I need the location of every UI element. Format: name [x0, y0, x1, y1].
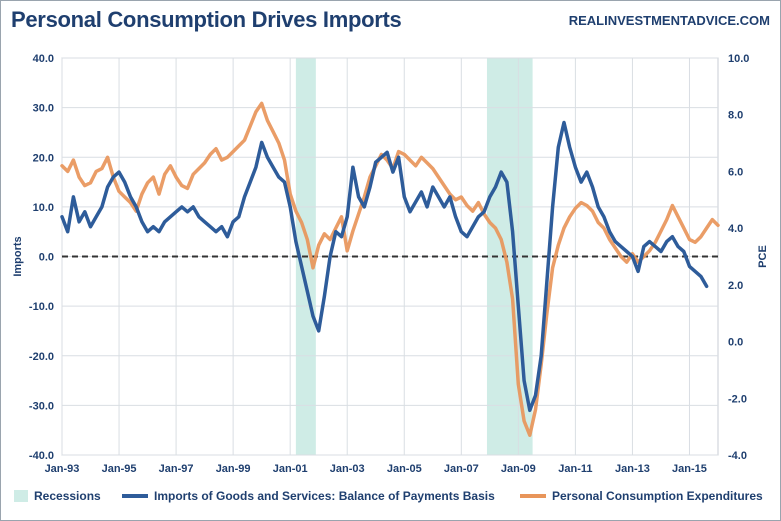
- y-axis-left-ticks: 40.0 30.0 20.0 10.0 0.0 -10.0 -20.0 -30.0 -40.0: [29, 53, 54, 462]
- y2-tick-label: -4.0: [728, 450, 747, 462]
- x-tick-label: Jan-07: [444, 463, 479, 475]
- y2-axis-label: PCE: [757, 245, 769, 268]
- y-tick-label: -40.0: [29, 450, 54, 462]
- x-tick-label: Jan-05: [387, 463, 422, 475]
- y-tick-label: -20.0: [29, 351, 54, 363]
- legend-label: Personal Consumption Expenditures: [552, 489, 763, 503]
- y-tick-label: 30.0: [33, 103, 54, 115]
- y-axis-right-ticks: 10.0 8.0 6.0 4.0 2.0 0.0 -2.0 -4.0: [728, 53, 749, 462]
- y2-tick-label: 8.0: [728, 110, 743, 122]
- x-tick-label: Jan-01: [273, 463, 308, 475]
- x-tick-label: Jan-13: [615, 463, 650, 475]
- y-tick-label: -10.0: [29, 301, 54, 313]
- legend-label: Imports of Goods and Services: Balance o…: [154, 489, 495, 503]
- x-tick-label: Jan-11: [558, 463, 592, 475]
- series-lines: [60, 101, 720, 437]
- x-tick-label: Jan-97: [159, 463, 194, 475]
- y-tick-label: 0.0: [39, 252, 54, 264]
- x-tick-label: Jan-15: [672, 463, 707, 475]
- source-label: REALINVESTMENTADVICE.COM: [568, 13, 770, 28]
- x-axis-ticks: Jan-93 Jan-95 Jan-97 Jan-99 Jan-01 Jan-03 Jan-…: [45, 463, 707, 475]
- y-tick-label: 20.0: [33, 152, 54, 164]
- x-tick-label: Jan-99: [216, 463, 251, 475]
- x-tick-label: Jan-03: [330, 463, 365, 475]
- y-tick-label: 10.0: [33, 202, 54, 214]
- legend-swatch-recessions: [14, 490, 28, 502]
- x-tick-label: Jan-09: [501, 463, 536, 475]
- y2-tick-label: 0.0: [728, 337, 743, 349]
- chart-title: Personal Consumption Drives Imports: [11, 7, 402, 32]
- y-tick-label: 40.0: [33, 53, 54, 65]
- y-tick-label: -30.0: [29, 400, 54, 412]
- x-tick-label: Jan-93: [45, 463, 80, 475]
- y2-tick-label: 10.0: [728, 53, 749, 65]
- y2-tick-label: -2.0: [728, 393, 747, 405]
- y-axis-label: Imports: [12, 236, 24, 276]
- y2-tick-label: 4.0: [728, 223, 743, 235]
- y2-tick-label: 2.0: [728, 280, 743, 292]
- x-tick-label: Jan-95: [102, 463, 137, 475]
- imports-series-line: [60, 120, 709, 413]
- legend-label: Recessions: [34, 489, 101, 503]
- y2-tick-label: 6.0: [728, 166, 743, 178]
- legend: Recessions Imports of Goods and Services:…: [14, 489, 763, 503]
